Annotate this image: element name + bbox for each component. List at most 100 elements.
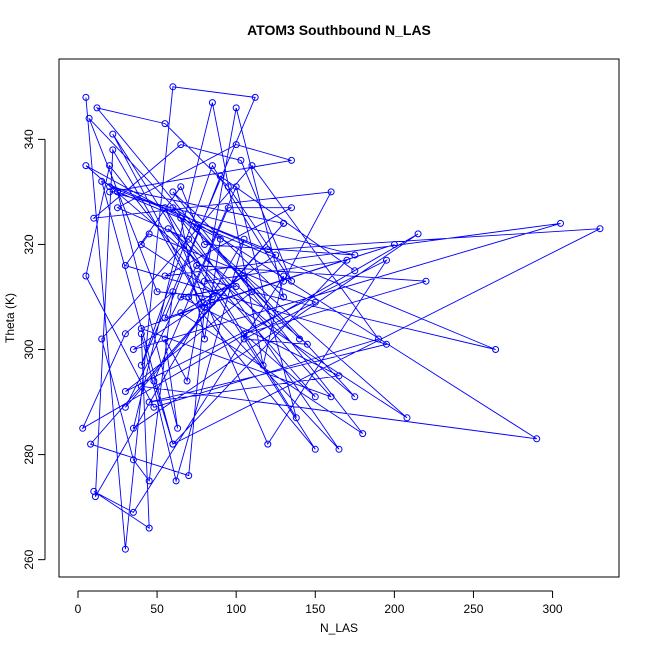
data-point <box>240 235 248 243</box>
data-point <box>240 330 248 338</box>
data-point <box>137 241 145 248</box>
data-point <box>335 372 343 380</box>
data-point <box>169 440 177 448</box>
data-point <box>280 277 288 285</box>
data-point <box>232 183 240 191</box>
data-point <box>248 162 256 170</box>
data-point <box>185 235 193 243</box>
data-point <box>240 272 248 280</box>
data-point <box>79 424 87 432</box>
data-point <box>177 309 185 317</box>
data-point <box>216 235 224 243</box>
data-point <box>82 162 90 170</box>
data-point <box>106 188 114 196</box>
data-point <box>240 335 248 343</box>
data-point <box>183 377 191 385</box>
data-point <box>414 230 422 238</box>
data-point <box>98 335 106 343</box>
series-layer <box>79 83 604 553</box>
data-point <box>201 277 208 285</box>
data-point <box>150 377 158 385</box>
data-point <box>109 130 117 138</box>
data-point <box>137 325 145 332</box>
data-point <box>161 314 169 322</box>
data-point <box>161 272 169 280</box>
data-point <box>237 156 245 164</box>
data-point <box>161 120 169 128</box>
data-point <box>145 524 153 532</box>
data-point <box>208 162 216 170</box>
data-point <box>335 445 343 453</box>
data-point <box>82 272 90 280</box>
data-point <box>351 267 359 275</box>
data-point <box>557 219 564 227</box>
y-tick-label: 300 <box>22 339 36 359</box>
data-point <box>224 183 232 191</box>
data-point <box>129 346 137 353</box>
data-point <box>311 445 319 453</box>
data-point <box>224 204 232 212</box>
data-point <box>343 256 351 264</box>
data-point <box>375 335 382 343</box>
data-point <box>403 414 411 422</box>
data-point <box>201 304 208 311</box>
data-point <box>232 141 240 149</box>
data-point <box>533 435 541 443</box>
data-point <box>390 241 398 248</box>
data-point <box>216 172 224 180</box>
data-point <box>208 293 216 301</box>
data-point <box>82 93 90 101</box>
y-tick-label: 280 <box>22 444 36 464</box>
y-tick-label: 340 <box>22 129 36 149</box>
data-point <box>383 340 390 348</box>
data-point <box>129 456 137 464</box>
data-point <box>359 430 367 438</box>
data-point <box>201 241 208 248</box>
data-point <box>492 346 500 353</box>
data-point <box>164 225 172 233</box>
data-point <box>169 83 177 91</box>
data-point <box>288 277 295 285</box>
data-point <box>137 361 145 369</box>
data-point <box>153 288 161 296</box>
data-point <box>137 330 145 338</box>
data-point <box>87 440 95 448</box>
data-point <box>145 398 153 406</box>
data-point <box>232 283 240 290</box>
x-tick-label: 200 <box>384 602 404 616</box>
y-tick-label: 260 <box>22 549 36 569</box>
y-tick-label: 320 <box>22 234 36 254</box>
data-point <box>177 183 185 191</box>
data-point <box>169 188 177 196</box>
data-point <box>150 403 158 411</box>
data-point <box>121 403 129 411</box>
x-tick-label: 50 <box>150 602 164 616</box>
data-point <box>351 393 359 401</box>
data-point <box>280 293 288 301</box>
data-point <box>596 225 604 233</box>
data-point <box>106 162 114 170</box>
data-point <box>311 298 319 306</box>
data-point <box>303 340 311 348</box>
data-point <box>185 293 193 301</box>
data-point <box>288 156 295 164</box>
x-tick-label: 300 <box>543 602 563 616</box>
data-point <box>93 104 101 112</box>
plot-frame <box>58 58 620 578</box>
data-point <box>422 277 430 285</box>
data-point <box>169 204 177 212</box>
data-point <box>259 361 267 369</box>
data-point <box>172 477 180 485</box>
data-point <box>161 335 169 343</box>
data-point <box>280 272 288 280</box>
data-point <box>174 424 182 432</box>
data-point <box>264 246 272 254</box>
data-point <box>121 388 129 395</box>
data-point <box>90 214 98 222</box>
data-point <box>264 440 272 448</box>
data-point <box>383 256 390 264</box>
data-point <box>121 330 129 338</box>
data-point <box>251 93 259 101</box>
data-point <box>85 114 93 122</box>
